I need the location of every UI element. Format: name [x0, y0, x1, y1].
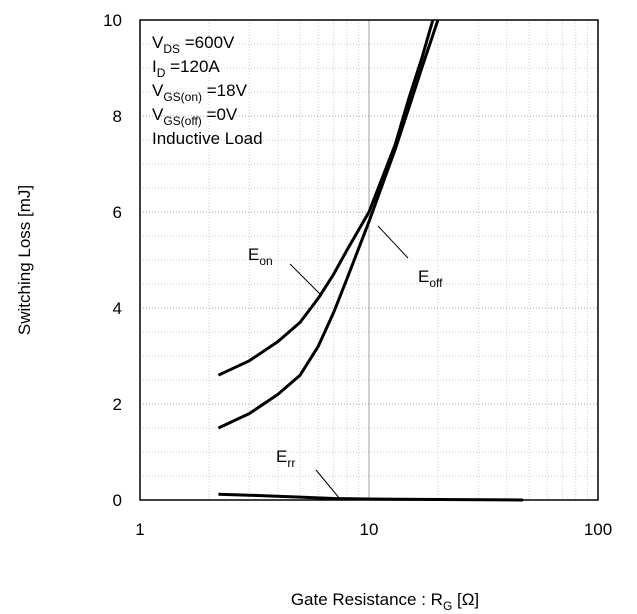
cond-rest: =18V	[202, 81, 248, 100]
label-main: E	[276, 447, 287, 466]
x-label-main: Gate Resistance : R	[291, 590, 443, 609]
condition-text: VGS(off) =0V	[152, 105, 238, 128]
y-tick-label: 4	[113, 299, 122, 318]
x-label-unit: [Ω]	[452, 590, 479, 609]
y-tick-label: 10	[103, 11, 122, 30]
cond-main: V	[152, 105, 164, 124]
plot-frame	[139, 19, 599, 501]
cond-sub: D	[157, 66, 166, 80]
label-sub: rr	[287, 456, 295, 470]
leader-eon	[289, 263, 323, 297]
series-label: Eoff	[418, 267, 443, 290]
y-tick-label: 0	[113, 491, 122, 510]
condition-text: VGS(on) =18V	[152, 81, 248, 104]
label-sub: off	[429, 276, 443, 290]
cond-rest: =0V	[202, 105, 238, 124]
cond-rest: =120A	[165, 57, 220, 76]
leader-err	[315, 469, 341, 500]
cond-sub: DS	[163, 42, 180, 56]
y-axis-label: Switching Loss [mJ]	[15, 185, 34, 335]
leader-eoff	[377, 225, 409, 259]
condition-text: ID =120A	[152, 57, 220, 80]
cond-main: I	[152, 57, 157, 76]
label-main: E	[418, 267, 429, 286]
cond-sub: GS(on)	[163, 90, 202, 104]
cond-rest: =600V	[180, 33, 235, 52]
series-label: Eon	[248, 245, 273, 268]
series-label: Err	[276, 447, 295, 470]
y-tick-label: 6	[113, 203, 122, 222]
x-tick-label: 1	[135, 520, 144, 539]
condition-text: VDS =600V	[152, 33, 235, 56]
cond-main: Inductive Load	[152, 129, 263, 148]
label-main: E	[248, 245, 259, 264]
cond-main: V	[152, 33, 164, 52]
y-tick-label: 8	[113, 107, 122, 126]
label-sub: on	[259, 254, 272, 268]
x-tick-label: 100	[584, 520, 612, 539]
x-axis-label: Gate Resistance : RG [Ω]	[291, 590, 479, 613]
y-tick-label: 2	[113, 395, 122, 414]
x-label-sub: G	[443, 599, 452, 613]
x-tick-label: 10	[360, 520, 379, 539]
condition-text: Inductive Load	[152, 129, 263, 148]
series-line	[217, 19, 435, 377]
cond-sub: GS(off)	[163, 114, 201, 128]
cond-main: V	[152, 81, 164, 100]
series-line	[217, 19, 440, 430]
series-line	[218, 492, 523, 502]
